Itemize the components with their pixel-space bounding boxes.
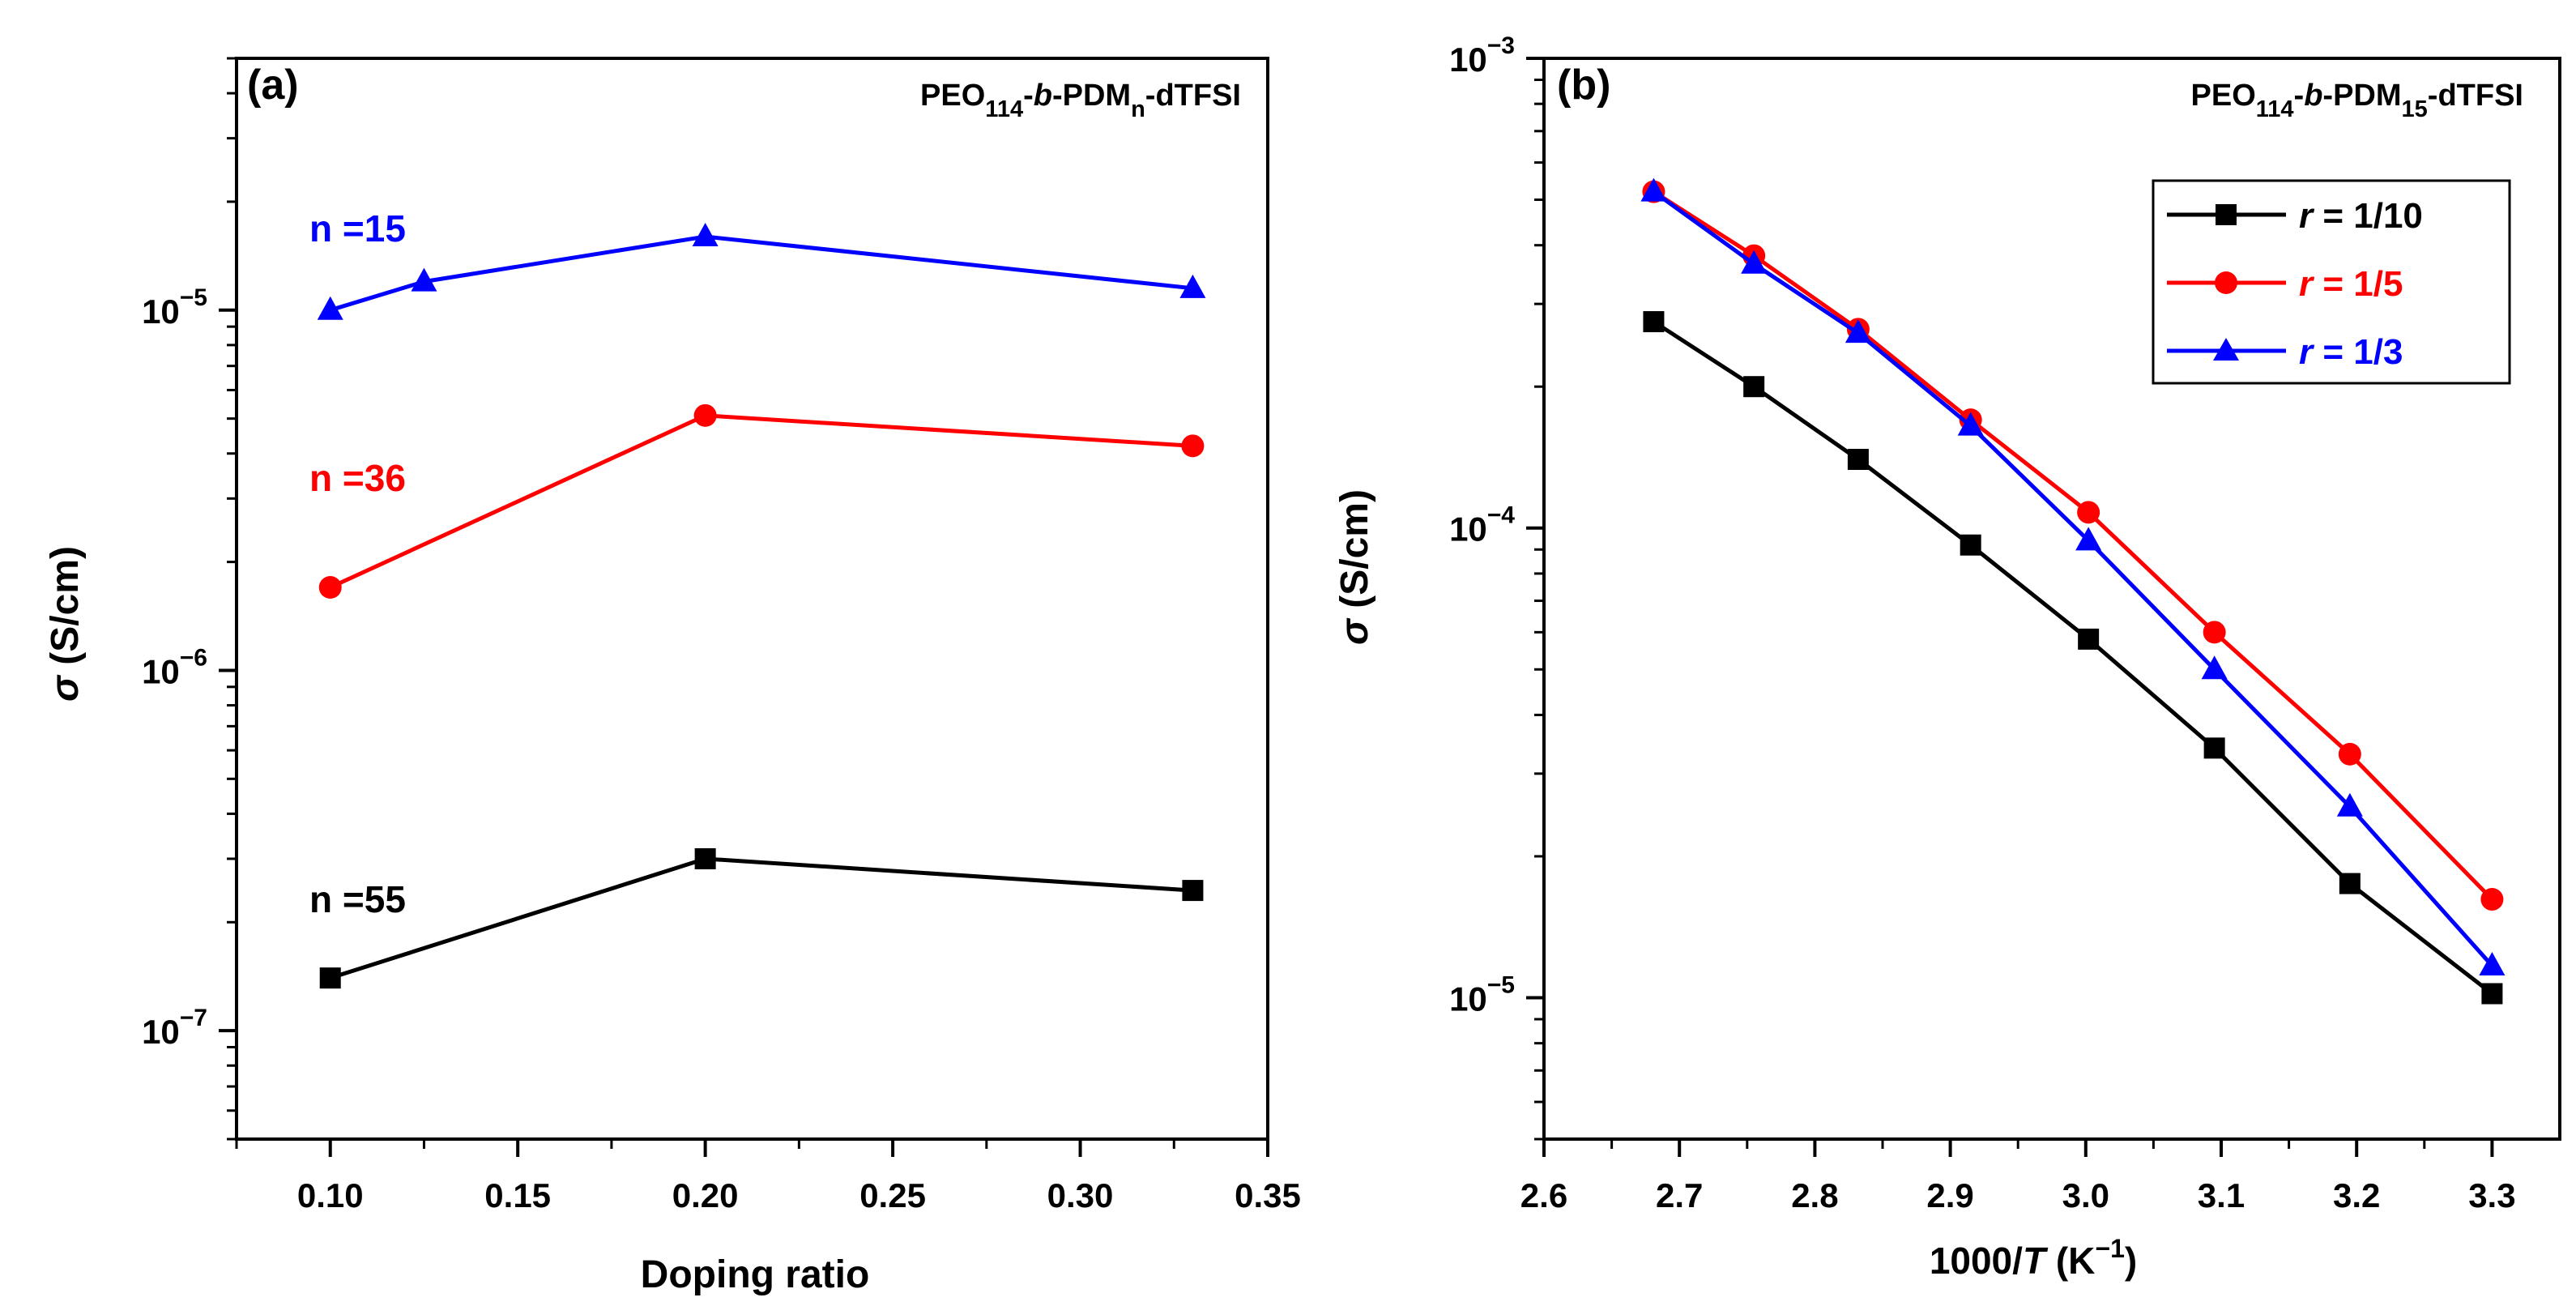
series-line	[1653, 190, 2494, 901]
panel-a-title: PEO114-b-PDMn-dTFSI	[920, 79, 1241, 122]
panel-b-title: PEO114-b-PDM15-dTFSI	[2191, 79, 2524, 122]
data-point-square	[319, 967, 341, 989]
panel-b: 2.6 2.7 2.8 2.9 3.0 3.1 3.2 3.3 10−5 10−4 10−3 (b)…	[1333, 32, 2561, 1282]
data-point-square	[694, 847, 716, 869]
data-point-square	[1960, 534, 1981, 556]
x-tick-label: 2.7	[1656, 1176, 1703, 1214]
data-point-square	[2339, 873, 2361, 894]
legend-marker-square	[2216, 204, 2237, 225]
panel-a-axes: 0.10 0.15 0.20 0.25 0.30 0.35 10−7 10−6 10−5	[142, 57, 1301, 1214]
x-tick-label: 3.0	[2062, 1176, 2109, 1214]
data-point-square	[2203, 737, 2225, 759]
x-tick-label: 0.35	[1235, 1176, 1301, 1214]
data-point-square	[2078, 628, 2100, 650]
series-0	[317, 223, 1206, 320]
legend-label-r10: r = 1/10	[2299, 196, 2423, 236]
legend-label-r5: r = 1/5	[2299, 264, 2403, 304]
panel-b-legend: r = 1/10 r = 1/5 r = 1/3	[2152, 179, 2511, 385]
data-point-triangle	[692, 223, 719, 247]
y-tick-label: 10−5	[142, 284, 207, 331]
series-line	[1653, 319, 2493, 996]
x-tick-label: 0.25	[859, 1176, 926, 1214]
legend-label-r3: r = 1/3	[2299, 332, 2403, 372]
panel-a-y-axis-label: σ (S/cm)	[44, 546, 87, 702]
data-point-square	[1182, 880, 1204, 902]
data-point-square	[1643, 311, 1665, 333]
legend-marker-circle	[2215, 271, 2237, 294]
panel-b-y-axis-label: σ (S/cm)	[1333, 489, 1376, 645]
y-tick-label: 10−4	[1449, 502, 1515, 548]
data-point-square	[2481, 983, 2503, 1005]
data-point-triangle	[1957, 412, 1984, 436]
y-tick-label: 10−7	[142, 1005, 207, 1051]
panel-a: 0.10 0.15 0.20 0.25 0.30 0.35 10−7 10−6 10−5 (a)…	[44, 57, 1301, 1296]
panel-a-series	[317, 223, 1206, 989]
x-tick-label: 2.9	[1926, 1176, 1973, 1214]
data-point-circle	[2338, 742, 2361, 766]
panel-a-x-axis-label: Doping ratio	[641, 1253, 870, 1296]
series-label-n36: n =36	[309, 457, 406, 499]
series-2	[319, 847, 1204, 989]
data-point-triangle	[1845, 319, 1871, 344]
series-label-n15: n =15	[309, 207, 406, 250]
data-point-triangle	[1179, 274, 1206, 298]
x-tick-label: 0.10	[297, 1176, 364, 1214]
data-point-circle	[2203, 621, 2226, 644]
x-tick-label: 3.3	[2468, 1176, 2515, 1214]
data-point-triangle	[1741, 250, 1768, 274]
y-tick-label: 10−3	[1449, 32, 1515, 79]
plot-frame	[1542, 57, 2561, 1141]
data-point-triangle	[1640, 177, 1667, 202]
data-point-square	[1743, 376, 1765, 398]
data-point-triangle	[317, 296, 343, 320]
series-0	[1643, 311, 2503, 1005]
x-tick-label: 0.20	[672, 1176, 739, 1214]
x-tick-label: 0.30	[1047, 1176, 1114, 1214]
x-tick-label: 3.1	[2198, 1176, 2245, 1214]
x-tick-label: 2.8	[1791, 1176, 1838, 1214]
data-point-circle	[2480, 888, 2504, 911]
data-point-triangle	[2336, 792, 2363, 817]
panel-b-label: (b)	[1557, 62, 1610, 109]
series-line	[329, 234, 1193, 313]
series-label-n55: n =55	[309, 878, 406, 920]
data-point-triangle	[2201, 655, 2228, 680]
data-point-triangle	[2075, 527, 2102, 551]
y-tick-label: 10−6	[142, 644, 207, 690]
series-1	[318, 403, 1205, 600]
data-point-triangle	[2479, 951, 2506, 975]
legend-marker-triangle	[2213, 338, 2239, 361]
plot-frame	[235, 57, 1269, 1141]
data-point-circle	[2077, 501, 2100, 524]
panel-b-x-axis-label: 1000/T (K−1)	[1930, 1234, 2137, 1282]
panel-a-label: (a)	[247, 62, 299, 109]
data-point-circle	[318, 576, 342, 600]
data-point-circle	[693, 403, 717, 427]
data-point-square	[1847, 449, 1869, 471]
series-2	[1640, 177, 2506, 975]
x-tick-label: 0.15	[484, 1176, 551, 1214]
panel-b-series	[1640, 177, 2506, 1005]
data-point-triangle	[411, 267, 437, 292]
x-tick-label: 2.6	[1520, 1176, 1567, 1214]
y-tick-label: 10−5	[1449, 971, 1515, 1018]
panel-b-axes: 2.6 2.7 2.8 2.9 3.0 3.1 3.2 3.3 10−5 10−4 10−3	[1449, 32, 2561, 1214]
series-line	[1652, 190, 2494, 967]
data-point-circle	[1181, 434, 1205, 458]
x-tick-label: 3.2	[2333, 1176, 2380, 1214]
